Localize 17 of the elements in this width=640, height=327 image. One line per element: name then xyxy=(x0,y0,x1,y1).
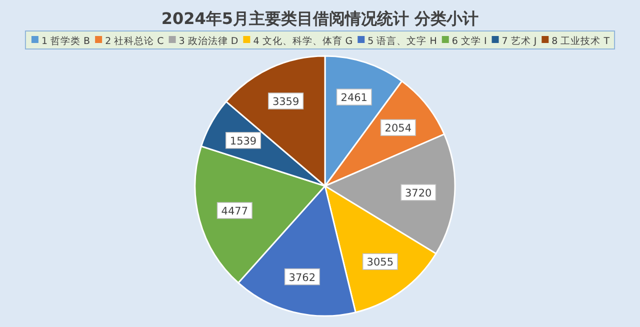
legend-label: 8 工业技术 T xyxy=(552,35,610,47)
data-label: 1539 xyxy=(230,135,257,148)
data-label: 2054 xyxy=(384,122,412,135)
legend-label: 4 文化、科学、体育 G xyxy=(253,35,353,47)
data-label: 3359 xyxy=(272,96,300,108)
legend-label: 3 政治法律 D xyxy=(178,35,238,47)
legend-label: 6 文学 I xyxy=(452,35,487,47)
legend-label: 7 艺术 J xyxy=(502,35,537,47)
legend-label: 5 语言、文字 H xyxy=(368,35,437,47)
data-label: 4477 xyxy=(221,206,248,218)
data-label: 3055 xyxy=(366,256,394,269)
data-label: 2461 xyxy=(340,92,368,104)
legend-label: 2 社科总论 C xyxy=(105,35,164,47)
title: 2024年5月主要类目借阅情况统计 分类小计 xyxy=(161,9,479,28)
data-label: 3720 xyxy=(405,187,432,200)
legend-label: 1 哲学类 B xyxy=(41,35,90,47)
data-label: 3762 xyxy=(288,272,316,284)
